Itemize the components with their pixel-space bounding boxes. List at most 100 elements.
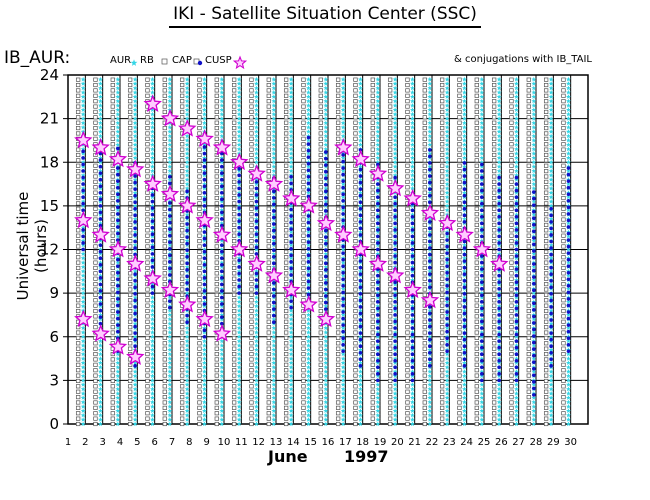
cusp-dot <box>532 294 536 299</box>
rb-cap-square <box>266 260 271 265</box>
cusp-dot <box>306 246 311 251</box>
aur-star <box>115 417 121 422</box>
aur-star <box>80 260 86 265</box>
cusp-dot <box>272 235 276 239</box>
aur-star <box>115 325 121 331</box>
rb-cap-square <box>526 352 531 357</box>
aur-star <box>427 76 433 82</box>
aur-star <box>358 395 363 400</box>
aur-star <box>271 120 277 126</box>
aur-star <box>375 373 381 379</box>
rb-cap-square <box>543 362 549 367</box>
aur-star <box>548 190 554 195</box>
rb-cap-square <box>249 217 254 222</box>
rb-cap-square <box>422 142 427 147</box>
cusp-dot <box>532 334 536 338</box>
aur-star <box>80 159 86 165</box>
cusp-dot <box>445 231 449 236</box>
rb-cap-square <box>387 362 393 367</box>
rb-cap-square <box>335 416 341 421</box>
rb-cap-square <box>110 93 115 98</box>
rb-cap-square <box>439 93 445 98</box>
rb-cap-square <box>509 120 514 125</box>
aur-star <box>202 325 207 331</box>
cusp-dot <box>428 324 432 329</box>
aur-star <box>306 116 311 121</box>
rb-cap-square <box>249 271 254 276</box>
rb-cap-square <box>249 362 254 367</box>
aur-star <box>548 347 554 352</box>
cusp-dot <box>358 311 363 316</box>
rb-cap-square <box>526 115 531 120</box>
cusp-dot <box>254 212 259 217</box>
aur-star <box>358 399 363 405</box>
rb-cap-square <box>162 99 167 104</box>
aur-star <box>340 207 346 213</box>
rb-cap-square <box>457 104 462 109</box>
rb-cap-square <box>405 212 410 217</box>
aur-star <box>167 155 173 160</box>
aur-star <box>288 150 294 156</box>
aur-star <box>427 124 433 130</box>
aur-star <box>167 356 173 361</box>
cusp-dot <box>116 323 120 327</box>
rb-cap-square <box>353 93 358 98</box>
rb-cap-square <box>145 260 150 265</box>
rb-cap-square <box>543 120 549 125</box>
aur-star <box>340 111 346 117</box>
aur-star <box>202 399 207 405</box>
aur-star <box>150 89 155 95</box>
rb-cap-square <box>543 201 549 206</box>
rb-cap-square <box>526 206 531 211</box>
rb-cap-square <box>353 282 358 287</box>
rb-cap-square <box>474 265 479 271</box>
aur-star <box>323 338 329 344</box>
aur-star <box>167 412 173 418</box>
aur-star <box>358 294 363 300</box>
cusp-dot <box>341 264 345 269</box>
rb-cap-square <box>127 233 133 238</box>
rb-cap-square <box>457 185 462 190</box>
rb-cap-square <box>543 325 549 330</box>
aur-star <box>219 116 225 121</box>
aur-star <box>444 142 450 147</box>
rb-cap-square <box>491 179 497 184</box>
rb-cap-square <box>318 115 323 120</box>
rb-cap-square <box>353 142 358 147</box>
cusp-dot <box>341 192 345 197</box>
rb-cap-square <box>457 389 462 394</box>
aur-star <box>306 360 311 365</box>
rb-cap-square <box>266 239 271 244</box>
rb-cap-square <box>214 136 219 141</box>
aur-star <box>514 229 519 235</box>
aur-star <box>288 203 294 208</box>
rb-cap-square <box>387 249 393 254</box>
rb-cap-square <box>457 212 462 217</box>
aur-star <box>323 417 329 422</box>
cusp-dot <box>168 273 172 277</box>
rb-cap-square <box>283 330 289 335</box>
aur-star <box>531 81 537 86</box>
rb-cap-square <box>249 255 254 260</box>
cusp-dot <box>410 300 415 304</box>
aur-star <box>340 390 346 396</box>
rb-cap-square <box>249 99 254 104</box>
aur-star <box>80 338 86 344</box>
rb-cap-square <box>387 319 393 324</box>
aur-star <box>462 164 467 169</box>
cusp-dot <box>133 187 137 191</box>
rb-cap-square <box>266 169 271 174</box>
rb-cap-square <box>561 179 566 184</box>
rb-cap-square <box>474 352 479 357</box>
aur-star <box>271 412 277 418</box>
rb-cap-square <box>197 163 202 168</box>
aur-star <box>358 81 363 86</box>
aur-star <box>548 111 554 117</box>
rb-cap-square <box>543 99 549 104</box>
cusp-dot <box>341 290 345 295</box>
aur-star <box>150 417 155 422</box>
aur-star <box>410 146 415 152</box>
aur-star <box>323 172 329 178</box>
rb-cap-square <box>249 292 254 297</box>
cusp-dot <box>462 311 467 316</box>
